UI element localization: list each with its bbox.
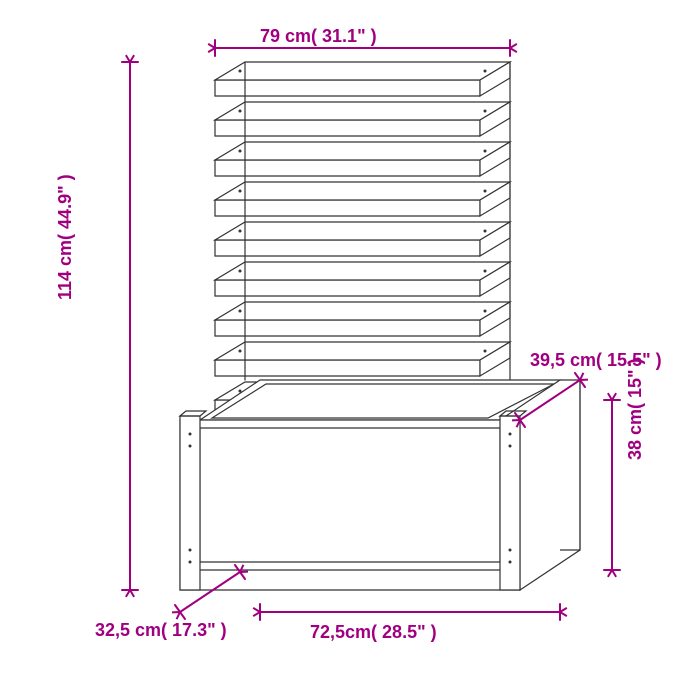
dim-front-width: 72,5cm( 28.5" ) [310,622,437,643]
dim-front-depth: 32,5 cm( 17.3" ) [95,620,227,641]
dim-total-height: 114 cm( 44.9" ) [55,174,76,300]
dim-box-height: 38 cm( 15" ) [625,358,646,460]
dim-top-width: 79 cm( 31.1" ) [260,26,377,47]
